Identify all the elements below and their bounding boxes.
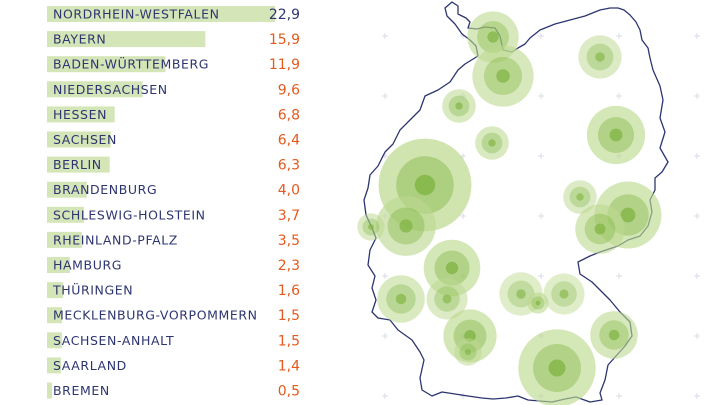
map-circle <box>586 105 646 165</box>
bar-value-label: 1,5 <box>278 308 300 324</box>
bar-value-label: 2,3 <box>278 258 300 274</box>
grid-plus-mark <box>616 33 622 39</box>
map-circle <box>475 126 509 160</box>
grid-plus-mark <box>538 93 544 99</box>
grid-plus-mark <box>616 393 622 399</box>
grid-plus-mark <box>382 333 388 339</box>
grid-plus-mark <box>694 213 700 219</box>
bar-value-label: 4,0 <box>278 183 300 199</box>
bar-value-label: 0,5 <box>278 384 300 400</box>
bar-category-label: THÜRINGEN <box>52 282 133 298</box>
bar-category-label: BREMEN <box>53 383 110 398</box>
germany-map <box>357 1 669 405</box>
map-circle <box>426 278 468 320</box>
grid-plus-mark <box>382 273 388 279</box>
bar-chart: NORDRHEIN-WESTFALEN 22,9 BAYERN 15,9 BADEN-W… <box>47 6 300 400</box>
bar-value-label: 15,9 <box>269 32 300 48</box>
bar <box>47 131 111 148</box>
map-circle <box>527 292 549 314</box>
grid-plus-mark <box>616 273 622 279</box>
map-circle <box>543 273 585 315</box>
map-circle <box>563 180 597 214</box>
bar-value-label: 22,9 <box>269 7 300 23</box>
bar-category-label: RHEINLAND-PFALZ <box>53 232 178 247</box>
bar-category-label: MECKLENBURG-VORPOMMERN <box>53 308 258 323</box>
bar-value-label: 1,5 <box>278 333 300 349</box>
bar-value-label: 3,5 <box>278 233 300 249</box>
bar-value-label: 6,3 <box>278 158 300 174</box>
bar-category-label: NIEDERSACHSEN <box>53 82 168 97</box>
map-circle <box>454 338 482 366</box>
bar <box>47 31 206 48</box>
grid-plus-mark <box>460 213 466 219</box>
bar <box>47 6 275 22</box>
grid-plus-mark <box>538 213 544 219</box>
bar-category-label: SAARLAND <box>53 358 127 373</box>
bar-category-label: HAMBURG <box>53 258 122 273</box>
grid-plus-mark <box>382 93 388 99</box>
bar-value-label: 11,9 <box>269 57 300 73</box>
map-circle <box>578 35 622 79</box>
bar <box>47 206 84 223</box>
grid-plus-mark <box>538 273 544 279</box>
map-circle <box>442 89 476 123</box>
map-circle <box>575 204 625 254</box>
map-circle <box>377 275 425 323</box>
bar <box>47 357 61 374</box>
bar <box>47 231 82 248</box>
bar <box>47 56 166 73</box>
grid-plus-mark <box>382 393 388 399</box>
bar-category-label: NORDRHEIN-WESTFALEN <box>53 7 220 22</box>
bar <box>47 106 115 123</box>
bar <box>47 81 143 98</box>
bar <box>47 332 62 349</box>
bar-value-label: 3,7 <box>278 208 300 224</box>
grid-plus-mark <box>538 153 544 159</box>
grid-plus-mark <box>382 33 388 39</box>
grid-plus-mark <box>616 93 622 99</box>
map-circle <box>472 45 534 107</box>
grid-plus-mark <box>694 333 700 339</box>
grid-plus-mark <box>694 153 700 159</box>
bar-category-label: BADEN-WÜRTTEMBERG <box>53 56 209 72</box>
bar <box>47 307 62 324</box>
grid-plus-mark <box>694 393 700 399</box>
bar-category-label: BERLIN <box>53 157 102 172</box>
bar-category-label: SACHSEN <box>53 132 117 147</box>
grid-plus-mark <box>694 273 700 279</box>
bar <box>47 181 87 198</box>
map-circle <box>518 329 596 405</box>
grid-plus-mark <box>694 33 700 39</box>
bar-category-label: SACHSEN-ANHALT <box>53 333 174 348</box>
bar-category-label: SCHLESWIG-HOLSTEIN <box>53 207 206 222</box>
bar-category-label: HESSEN <box>53 107 107 122</box>
map-circle <box>376 196 436 256</box>
bar-value-label: 9,6 <box>278 82 300 98</box>
bar-value-label: 6,4 <box>278 133 300 149</box>
map-circle <box>590 311 638 359</box>
map-circle <box>357 213 385 241</box>
grid-plus-mark <box>538 33 544 39</box>
grid-plus-mark <box>694 93 700 99</box>
bar <box>47 382 52 399</box>
bar <box>47 282 63 299</box>
bar-value-label: 1,4 <box>278 358 300 374</box>
bar-category-label: BAYERN <box>53 32 106 47</box>
bar-value-label: 1,6 <box>278 283 300 299</box>
bar <box>47 156 110 173</box>
bar-category-label: BRANDENBURG <box>53 182 157 197</box>
bar-value-label: 6,8 <box>278 107 300 123</box>
bar <box>47 257 70 273</box>
